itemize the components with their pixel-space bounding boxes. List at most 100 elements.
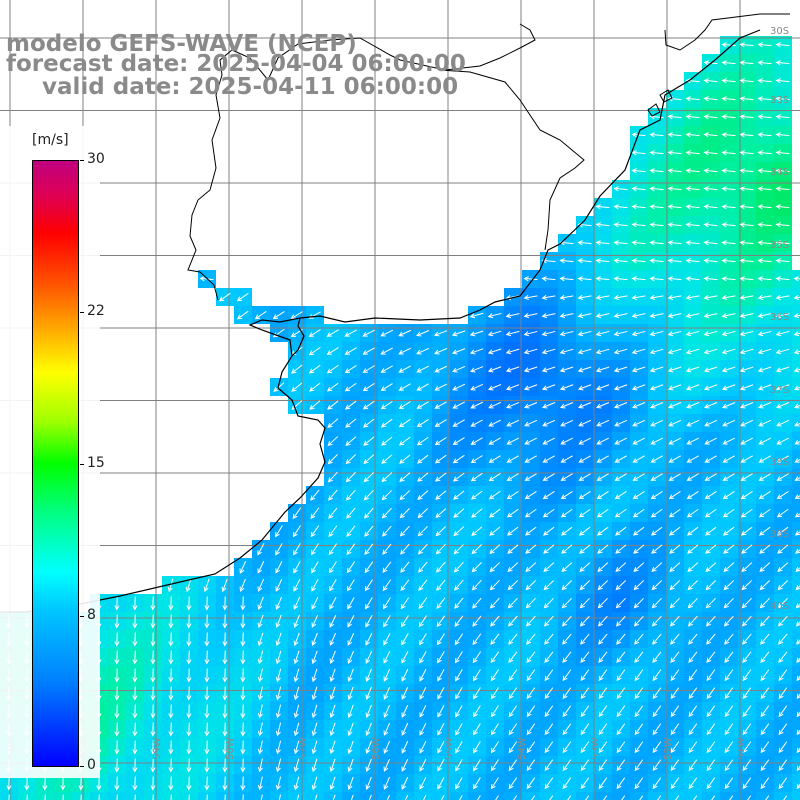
- wind-arrow: [541, 366, 556, 373]
- wind-arrow: [577, 384, 592, 391]
- wind-arrow: [703, 258, 718, 264]
- wind-arrow: [721, 168, 736, 174]
- latitude-label: 36S: [770, 312, 789, 323]
- wind-arrow: [613, 348, 628, 355]
- wind-arrow: [62, 794, 64, 800]
- wind-arrow: [722, 455, 735, 463]
- wind-arrow: [401, 740, 409, 754]
- wind-arrow: [724, 705, 734, 718]
- country-border: [187, 49, 233, 301]
- wind-arrow: [453, 544, 464, 555]
- wind-arrow: [741, 544, 753, 554]
- wind-arrow: [434, 348, 448, 355]
- wind-cell: [792, 468, 800, 486]
- wind-arrow: [383, 776, 391, 790]
- wind-arrow: [759, 562, 771, 573]
- wind-arrow: [741, 526, 753, 536]
- wind-arrow: [757, 240, 772, 246]
- wind-arrow: [705, 580, 717, 591]
- wind-arrow: [595, 204, 610, 210]
- wind-arrow: [240, 596, 246, 611]
- wind-arrow: [398, 383, 411, 391]
- wind-arrow: [596, 491, 609, 500]
- wind-arrow: [275, 668, 282, 683]
- wind-arrow: [559, 276, 574, 282]
- wind-arrow: [437, 777, 445, 790]
- wind-arrow: [344, 400, 357, 410]
- wind-arrow: [685, 330, 700, 337]
- wind-arrow: [560, 402, 574, 409]
- wind-arrow: [685, 258, 700, 264]
- wind-arrow: [758, 473, 771, 481]
- wind-arrow: [347, 650, 354, 664]
- wind-arrow: [775, 60, 790, 66]
- wind-arrow: [311, 758, 318, 773]
- wind-arrow: [562, 705, 572, 718]
- wind-arrow: [328, 507, 338, 519]
- wind-arrow: [204, 614, 210, 629]
- wind-arrow: [775, 132, 790, 138]
- wind-arrow: [688, 651, 698, 663]
- wind-arrow: [580, 651, 590, 663]
- wind-arrow: [616, 741, 626, 754]
- wind-arrow: [704, 473, 717, 481]
- wind-arrow: [399, 454, 411, 464]
- wind-arrow: [513, 795, 518, 800]
- wind-arrow: [222, 596, 228, 611]
- wind-arrow: [495, 795, 499, 800]
- wind-arrow: [685, 204, 700, 210]
- wind-arrow: [549, 795, 554, 800]
- wind-arrow: [580, 759, 590, 772]
- wind-arrow: [775, 204, 790, 210]
- wind-cell: [702, 792, 720, 800]
- wind-arrow: [794, 421, 800, 427]
- wind-arrow: [6, 776, 12, 791]
- wind-arrow: [490, 633, 500, 645]
- wind-cell: [792, 432, 800, 450]
- wind-arrow: [742, 723, 752, 736]
- wind-arrow: [311, 596, 319, 610]
- wind-arrow: [362, 400, 375, 410]
- wind-arrow: [257, 776, 263, 791]
- wind-arrow: [293, 614, 300, 628]
- wind-arrow: [329, 579, 337, 592]
- wind-arrow: [472, 651, 482, 664]
- wind-arrow: [541, 258, 556, 264]
- wind-arrow: [669, 544, 681, 554]
- wind-arrow: [437, 759, 445, 772]
- wind-arrow: [508, 687, 518, 700]
- wind-arrow: [416, 401, 429, 409]
- wind-arrow: [739, 348, 754, 355]
- wind-arrow: [204, 650, 210, 665]
- wind-arrow: [562, 687, 572, 700]
- wind-arrow: [742, 669, 752, 682]
- wind-arrow: [652, 759, 662, 772]
- wind-arrow: [649, 240, 664, 246]
- wind-arrow: [757, 96, 772, 102]
- wind-arrow: [561, 597, 572, 609]
- wind-arrow: [435, 508, 447, 519]
- wind-arrow: [525, 615, 536, 627]
- wind-arrow: [362, 329, 376, 337]
- wind-arrow: [78, 776, 84, 791]
- wind-arrow: [722, 419, 736, 427]
- wind-arrow: [440, 795, 445, 800]
- wind-arrow: [222, 740, 228, 755]
- wind-arrow: [721, 294, 736, 301]
- wind-arrow: [775, 258, 790, 264]
- wind-arrow: [578, 508, 591, 518]
- wind-arrow: [327, 418, 339, 428]
- wind-arrow: [704, 402, 718, 409]
- wind-arrow: [347, 722, 354, 737]
- wind-arrow: [739, 240, 754, 246]
- wind-arrow: [383, 740, 391, 754]
- wind-cell: [756, 792, 774, 800]
- wind-arrow: [332, 794, 336, 800]
- wind-arrow: [257, 740, 263, 755]
- wind-arrow: [204, 668, 210, 683]
- wind-arrow: [473, 741, 481, 754]
- wind-arrow: [398, 329, 412, 337]
- wind-cell: [558, 792, 576, 800]
- wind-arrow: [757, 132, 772, 138]
- wind-arrow: [795, 530, 800, 536]
